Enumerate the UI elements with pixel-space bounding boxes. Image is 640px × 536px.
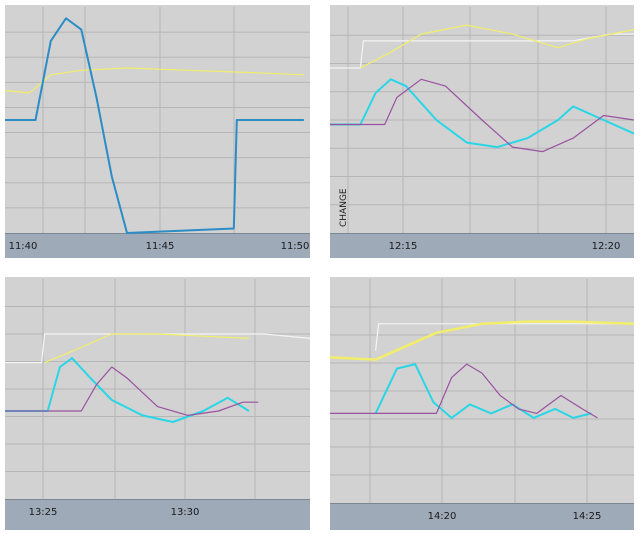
chart-panel-3: 13:25 13:30 bbox=[5, 277, 310, 530]
x-tick-label: 13:30 bbox=[171, 507, 200, 518]
x-axis-bar bbox=[5, 233, 310, 258]
change-annotation: CHANGE bbox=[339, 188, 349, 227]
series-line-purple bbox=[330, 363, 598, 419]
chart-panel-3-svg: 13:25 13:30 bbox=[5, 277, 310, 530]
series-line-blue bbox=[5, 17, 304, 234]
x-tick-label: 12:15 bbox=[389, 241, 418, 252]
x-tick-label: 13:25 bbox=[29, 507, 58, 518]
plot-background bbox=[330, 277, 634, 503]
chart-panel-1-svg: 11:40 11:45 11:50 bbox=[5, 5, 310, 258]
series-line-purple bbox=[5, 366, 259, 416]
series-line-purple bbox=[330, 78, 634, 153]
x-tick-label: 14:25 bbox=[573, 511, 602, 522]
x-tick-label: 11:45 bbox=[146, 241, 175, 252]
series-line-white bbox=[5, 333, 310, 364]
series-line-yellow bbox=[330, 320, 634, 361]
series-line-cyan bbox=[5, 357, 250, 423]
x-tick-label: 14:20 bbox=[428, 511, 457, 522]
series-line-cyan bbox=[330, 78, 634, 149]
x-axis-bar bbox=[5, 499, 310, 530]
x-tick-label: 11:40 bbox=[9, 241, 38, 252]
series-line-yellow bbox=[360, 24, 634, 69]
chart-panel-2-svg: 12:15 12:20 CHANGE bbox=[330, 5, 634, 258]
x-tick-label: 12:20 bbox=[592, 241, 621, 252]
plot-background bbox=[330, 5, 634, 233]
series-line-yellow bbox=[5, 67, 304, 94]
chart-panel-2: 12:15 12:20 CHANGE bbox=[330, 5, 634, 258]
x-axis-bar bbox=[330, 233, 634, 258]
x-tick-label: 11:50 bbox=[281, 241, 310, 252]
series-line-white bbox=[375, 323, 634, 351]
chart-panel-4-svg: 14:20 14:25 bbox=[330, 277, 634, 530]
x-axis-bar bbox=[330, 503, 634, 530]
chart-panel-4: 14:20 14:25 bbox=[330, 277, 634, 530]
series-line-yellow bbox=[44, 333, 250, 364]
chart-panel-1: 11:40 11:45 11:50 bbox=[5, 5, 310, 258]
plot-background bbox=[5, 277, 310, 499]
series-line-cyan bbox=[374, 363, 592, 419]
